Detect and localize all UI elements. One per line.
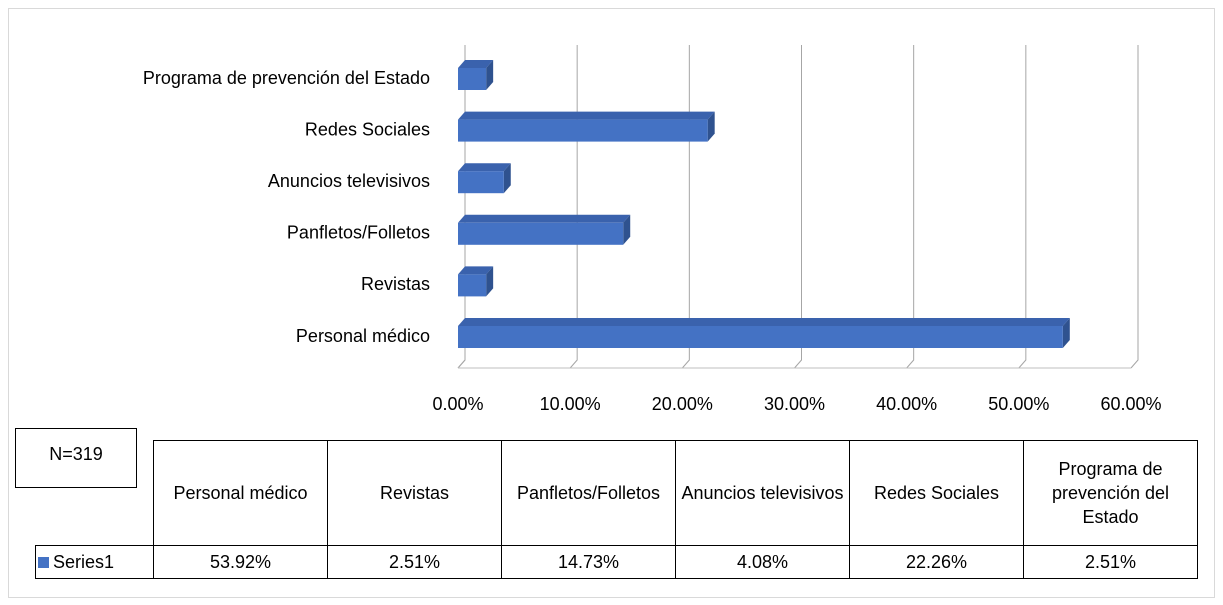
table-value: 14.73% — [501, 545, 676, 579]
grid-line — [569, 45, 578, 369]
grid-line — [681, 45, 690, 369]
bar-top — [458, 318, 1070, 326]
bar-side — [707, 111, 715, 142]
bar-front — [458, 68, 487, 90]
bar-side — [486, 60, 494, 90]
grid-line — [906, 45, 915, 369]
bar-front — [458, 274, 487, 297]
bar-front — [458, 171, 504, 194]
bar-side — [623, 214, 631, 245]
legend-key — [38, 557, 49, 568]
table-header: Personal médico — [153, 440, 328, 546]
x-tick-label: 30.00% — [764, 394, 825, 414]
bar — [458, 266, 494, 297]
table-header: Revistas — [327, 440, 502, 546]
bar-front — [458, 222, 624, 245]
chart-border — [8, 8, 1215, 598]
series-cell: Series1 — [35, 545, 154, 579]
bar-top — [458, 214, 631, 223]
grid-line — [457, 45, 466, 369]
bar-top — [458, 111, 715, 120]
y-tick-label: Panfletos/Folletos — [287, 223, 430, 243]
series-name: Series1 — [53, 552, 115, 572]
bar-side — [486, 266, 494, 297]
bar — [458, 163, 511, 194]
table-header: Redes Sociales — [849, 440, 1024, 546]
bar-top — [458, 163, 511, 172]
bar — [458, 111, 715, 142]
y-tick-label: Redes Sociales — [305, 119, 430, 139]
table-header: Programa de prevención del Estado — [1023, 440, 1198, 546]
x-tick-label: 20.00% — [652, 394, 713, 414]
x-tick-label: 60.00% — [1100, 394, 1161, 414]
bar — [458, 60, 494, 90]
bar-front — [458, 326, 1063, 348]
bar-top — [458, 266, 494, 275]
bar — [458, 214, 631, 245]
bar-side — [1062, 318, 1070, 348]
bar-top — [458, 60, 494, 68]
grid-line — [794, 45, 802, 369]
table-header-row: Personal médico Revistas Panfletos/Folleto… — [36, 440, 1198, 546]
x-tick-label: 50.00% — [988, 394, 1049, 414]
y-tick-label: Programa de prevención del Estado — [143, 68, 430, 88]
table-value: 2.51% — [327, 545, 502, 579]
table-value: 53.92% — [153, 545, 328, 579]
grid-line — [1130, 45, 1139, 369]
x-tick-label: 0.00% — [432, 394, 483, 414]
table-value: 4.08% — [675, 545, 850, 579]
table-value: 22.26% — [849, 545, 1024, 579]
y-tick-label: Personal médico — [296, 326, 430, 346]
table-value-row: Series1 53.92% 2.51% 14.73% 4.08% 22.26% 2.51% — [35, 545, 1198, 579]
grid-line — [1018, 45, 1027, 369]
bar-front — [458, 119, 708, 142]
y-tick-label: Anuncios televisivos — [268, 171, 430, 191]
annotation: N=319 — [15, 428, 137, 488]
table-value: 2.51% — [1023, 545, 1198, 579]
table-header: Anuncios televisivos — [675, 440, 850, 546]
bar — [458, 318, 1070, 348]
data-table: Personal médico Revistas Panfletos/Folleto… — [35, 440, 1198, 579]
table-header: Panfletos/Folletos — [501, 440, 676, 546]
x-tick-label: 10.00% — [540, 394, 601, 414]
y-tick-label: Revistas — [361, 274, 430, 294]
bar-side — [503, 163, 511, 194]
x-tick-label: 40.00% — [876, 394, 937, 414]
